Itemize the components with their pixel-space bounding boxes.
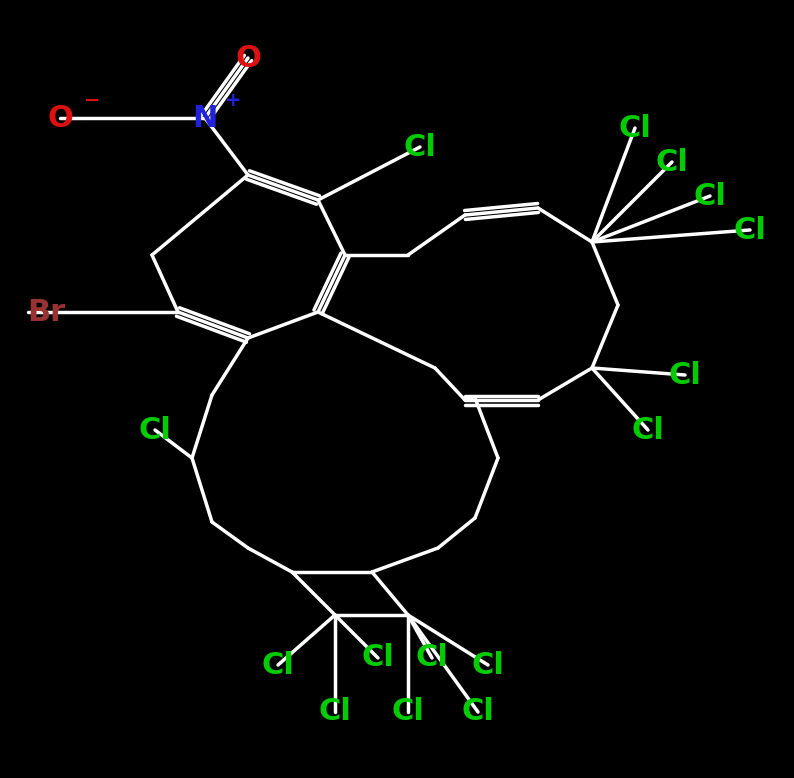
Text: Cl: Cl	[669, 360, 701, 390]
Text: Cl: Cl	[734, 216, 766, 244]
Text: N: N	[192, 103, 218, 132]
Text: O: O	[235, 44, 261, 72]
Text: Cl: Cl	[139, 415, 172, 444]
Text: −: −	[84, 90, 100, 110]
Text: Cl: Cl	[261, 650, 295, 679]
Text: Cl: Cl	[415, 643, 449, 672]
Text: Cl: Cl	[461, 698, 495, 727]
Text: Cl: Cl	[403, 132, 437, 162]
Text: Cl: Cl	[694, 181, 727, 211]
Text: Cl: Cl	[619, 114, 651, 142]
Text: Cl: Cl	[391, 698, 425, 727]
Text: Cl: Cl	[472, 650, 504, 679]
Text: Cl: Cl	[656, 148, 688, 177]
Text: +: +	[225, 90, 241, 110]
Text: O: O	[47, 103, 73, 132]
Text: Cl: Cl	[631, 415, 665, 444]
Text: Cl: Cl	[318, 698, 352, 727]
Text: Br: Br	[27, 297, 65, 327]
Text: Cl: Cl	[361, 643, 395, 672]
